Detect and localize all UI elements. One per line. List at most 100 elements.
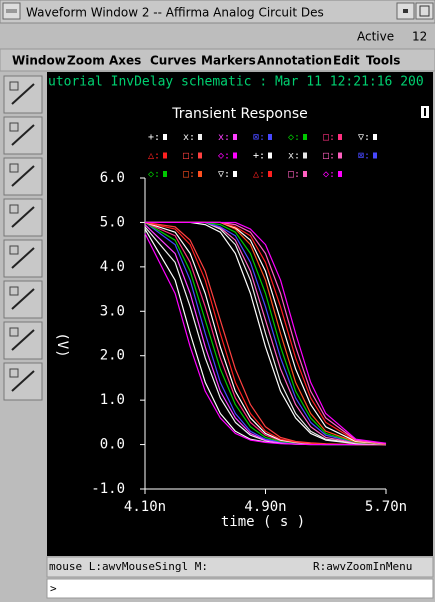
legend-swatch <box>303 134 307 140</box>
curve <box>145 221 387 444</box>
legend-swatch <box>268 171 272 177</box>
menu-item[interactable]: Window <box>12 54 66 68</box>
legend-entry: x: <box>183 132 195 143</box>
plot-area <box>47 72 433 556</box>
y-tick-label: 4.0 <box>100 259 125 275</box>
legend-swatch <box>198 171 202 177</box>
legend-swatch <box>303 152 307 159</box>
legend-swatch <box>268 152 272 159</box>
prompt: > <box>50 582 57 595</box>
tool-icon-box <box>9 245 19 255</box>
menu-item[interactable]: Annotation <box>257 54 332 68</box>
legend-entry: ▽: <box>218 169 230 180</box>
legend-entry: ◇: <box>323 169 335 180</box>
legend-swatch <box>198 134 202 140</box>
y-tick-label: 5.0 <box>100 214 125 230</box>
legend-entry: △: <box>148 151 160 162</box>
legend-entry: +: <box>148 132 160 143</box>
tool-icon-box <box>9 327 19 337</box>
y-tick-label: 1.0 <box>100 392 125 408</box>
y-axis-label: (V) <box>54 332 70 357</box>
legend-entry: ◇: <box>288 132 300 143</box>
legend-swatch <box>233 152 237 159</box>
y-tick-label: 3.0 <box>100 303 125 319</box>
legend-entry: □: <box>183 169 195 180</box>
legend-entry: ◇: <box>218 151 230 162</box>
legend-swatch <box>233 171 237 177</box>
x-tick-label: 4.90n <box>244 499 286 515</box>
legend-entry: x: <box>288 151 300 162</box>
y-tick-label: -1.0 <box>91 481 125 497</box>
legend-swatch <box>198 152 202 159</box>
legend-entry: ▽: <box>358 132 370 143</box>
x-tick-label: 4.10n <box>124 499 166 515</box>
chart-title: Transient Response <box>171 106 308 122</box>
legend-swatch <box>163 152 167 159</box>
tool-icon <box>11 247 35 269</box>
x-tick-label: 5.70n <box>365 499 407 515</box>
command-line[interactable] <box>46 578 434 599</box>
legend-swatch <box>373 152 377 159</box>
legend-entry: □: <box>288 169 300 180</box>
legend-entry: x: <box>218 132 230 143</box>
menu-item[interactable]: Edit <box>333 54 360 68</box>
tool-icon-box <box>9 81 19 91</box>
status-row <box>0 24 435 48</box>
tool-icon-box <box>9 204 19 214</box>
tool-icon-box <box>9 163 19 173</box>
window-title: Waveform Window 2 -- Affirma Analog Circ… <box>26 6 324 20</box>
legend-entry: □: <box>183 151 195 162</box>
legend-entry: +: <box>253 151 265 162</box>
tool-icon-box <box>9 122 19 132</box>
tool-icon <box>11 288 35 310</box>
menu-item[interactable]: Tools <box>366 54 400 68</box>
legend-swatch <box>163 134 167 140</box>
legend-entry: ⊠: <box>253 132 265 143</box>
status-right: R:awvZoomInMenu <box>313 560 412 573</box>
y-tick-label: 6.0 <box>100 170 125 186</box>
x-axis-label: time ( s ) <box>221 514 305 530</box>
status-left: mouse L:awvMouseSingl M: <box>49 560 208 573</box>
legend-entry: ⊠: <box>358 151 370 162</box>
minimize-glyph <box>403 9 408 13</box>
tool-buttons <box>3 75 43 401</box>
plot-header: utorial InvDelay schematic : Mar 11 12:2… <box>48 75 424 90</box>
y-tick-label: 0.0 <box>100 437 125 453</box>
window-number: 12 <box>412 30 427 44</box>
y-tick-label: 2.0 <box>100 348 125 364</box>
curve <box>144 221 386 446</box>
tool-icon <box>11 206 35 228</box>
menu-item[interactable]: Markers <box>201 54 256 68</box>
legend-swatch <box>268 134 272 140</box>
plot-icon-bar <box>424 108 426 116</box>
status-text: Active <box>357 30 394 44</box>
tool-icon-box <box>9 286 19 296</box>
maximize-glyph <box>419 5 430 17</box>
legend-swatch <box>338 152 342 159</box>
menu-item[interactable]: Curves <box>150 54 196 68</box>
tool-icon <box>11 124 35 146</box>
tool-icon <box>11 165 35 187</box>
legend-swatch <box>163 171 167 177</box>
maximize-button[interactable] <box>415 2 434 20</box>
status-bar <box>46 556 434 578</box>
tool-icon-box <box>9 368 19 378</box>
legend-swatch <box>303 171 307 177</box>
legend-swatch <box>233 134 237 140</box>
menu-items: Window Zoom Axes Curves Markers Annotation Edi… <box>12 54 400 68</box>
legend-entry: ◇: <box>148 169 160 180</box>
legend-swatch <box>373 134 377 140</box>
menu-item[interactable]: Zoom <box>67 54 105 68</box>
tool-icon <box>11 370 35 392</box>
legend-entry: □: <box>323 132 335 143</box>
legend-swatch <box>338 171 342 177</box>
menu-item[interactable]: Axes <box>109 54 141 68</box>
legend-swatch <box>338 134 342 140</box>
tool-icon <box>11 329 35 351</box>
legend-entry: □: <box>323 151 335 162</box>
title-bar <box>0 0 435 24</box>
legend-entry: △: <box>253 169 265 180</box>
curve <box>144 233 386 446</box>
